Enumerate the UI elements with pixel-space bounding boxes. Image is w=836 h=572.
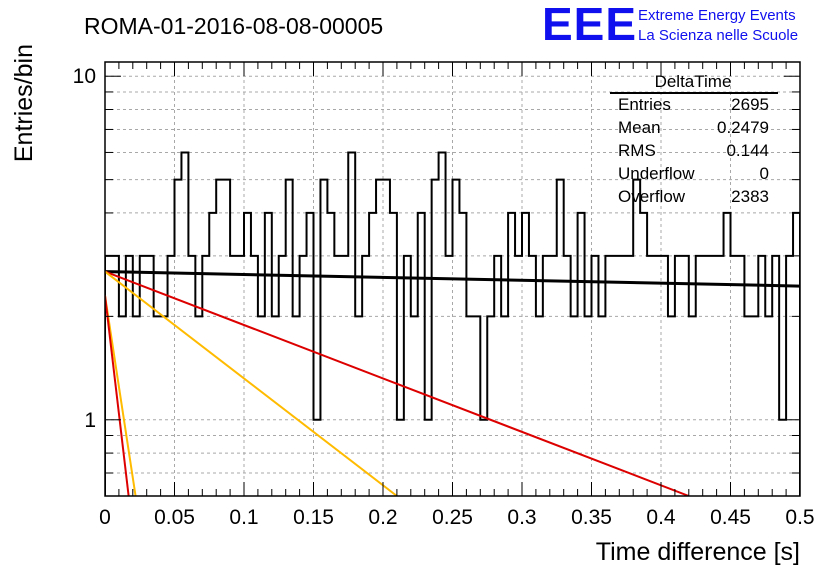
y-axis-label: Entries/bin bbox=[10, 44, 38, 162]
x-tick-label: 0.45 bbox=[710, 506, 751, 529]
fit-curve-4 bbox=[105, 295, 137, 496]
stats-rms-value: 0.144 bbox=[726, 141, 769, 160]
stats-box: DeltaTime Entries 2695 Mean 0.2479 RMS 0… bbox=[610, 72, 778, 206]
stats-mean-value: 0.2479 bbox=[717, 118, 769, 137]
x-tick-label: 0.15 bbox=[293, 506, 334, 529]
stats-mean-label: Mean bbox=[618, 118, 661, 137]
plot-series bbox=[105, 151, 800, 496]
eee-logo: EEE bbox=[542, 0, 637, 50]
x-tick-label: 0.3 bbox=[507, 506, 536, 529]
org-name-line2: La Scienza nelle Scuole bbox=[638, 27, 798, 44]
stats-overflow-label: Overflow bbox=[618, 187, 686, 206]
org-name-line1: Extreme Energy Events bbox=[638, 7, 796, 24]
fit-curve-2 bbox=[105, 270, 690, 496]
fit-curve-5 bbox=[105, 295, 130, 496]
histogram-line bbox=[105, 151, 800, 496]
x-tick-label: 0.2 bbox=[368, 506, 397, 529]
stats-rms-label: RMS bbox=[618, 141, 656, 160]
stats-underflow-value: 0 bbox=[760, 164, 769, 183]
fit-curve-1 bbox=[105, 270, 800, 288]
axes: 0 0.05 0.1 0.15 0.2 0.25 0.3 0.35 0.4 0.45 0.5 1 10 bbox=[73, 62, 815, 529]
x-tick-label: 0.35 bbox=[571, 506, 612, 529]
stats-overflow-value: 2383 bbox=[731, 187, 769, 206]
x-tick-label: 0.25 bbox=[432, 506, 473, 529]
stats-entries-value: 2695 bbox=[731, 95, 769, 114]
x-tick-label: 0.4 bbox=[646, 506, 676, 529]
x-tick-label: 0.5 bbox=[785, 506, 814, 529]
x-tick-label: 0.05 bbox=[154, 506, 195, 529]
fit-curve-3 bbox=[105, 270, 398, 496]
chart-title: ROMA-01-2016-08-08-00005 bbox=[84, 13, 383, 39]
y-tick-label: 10 bbox=[73, 65, 96, 88]
x-tick-label: 0.1 bbox=[229, 506, 258, 529]
x-tick-label: 0 bbox=[99, 506, 111, 529]
stats-underflow-label: Underflow bbox=[618, 164, 695, 183]
x-axis-label: Time difference [s] bbox=[596, 538, 800, 566]
stats-entries-label: Entries bbox=[618, 95, 671, 114]
stats-title: DeltaTime bbox=[655, 72, 732, 91]
y-tick-label: 1 bbox=[84, 409, 96, 432]
